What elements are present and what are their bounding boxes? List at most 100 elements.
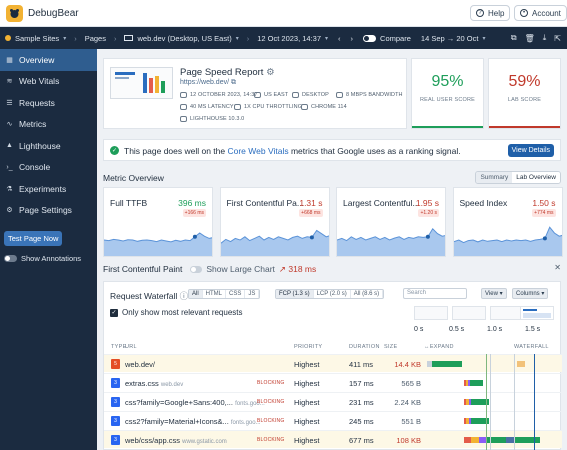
- page-screenshot-thumbnail[interactable]: [110, 67, 173, 99]
- col-size[interactable]: SIZE: [384, 344, 398, 350]
- delete-icon[interactable]: 🗑: [524, 33, 535, 43]
- waterfall-bar-segment[interactable]: [469, 380, 484, 386]
- filter-html[interactable]: HTML: [202, 290, 227, 298]
- sidebar-item-requests[interactable]: ☰ Requests: [0, 92, 97, 114]
- waterfall-bar-segment[interactable]: [463, 437, 472, 443]
- help-icon[interactable]: ⓘ: [179, 291, 189, 301]
- col-expand[interactable]: ↔ EXPAND: [424, 344, 454, 350]
- current-test-point[interactable]: [425, 234, 430, 239]
- search-input[interactable]: Search: [403, 288, 467, 299]
- view-dropdown[interactable]: View ▾: [481, 288, 507, 299]
- sidebar-item-console[interactable]: ›_ Console: [0, 157, 97, 179]
- col-duration[interactable]: DURATION: [349, 344, 380, 350]
- test-page-now-button[interactable]: Test Page Now: [4, 231, 63, 246]
- filter-all[interactable]: All: [189, 290, 203, 298]
- filmstrip-frame[interactable]: [414, 306, 448, 320]
- show-large-chart-label[interactable]: Show Large Chart: [206, 264, 275, 274]
- compare-switch[interactable]: [363, 34, 377, 42]
- request-url[interactable]: web/css/app.css: [125, 436, 181, 445]
- waterfall-bar-segment[interactable]: [431, 361, 463, 367]
- waterfall-bar-segment[interactable]: [468, 418, 472, 424]
- col-type[interactable]: TYPE: [111, 344, 127, 350]
- filmstrip-frame[interactable]: [452, 306, 486, 320]
- metric-card-2[interactable]: Largest Contentful... 1.95 s +1.20 s: [336, 187, 446, 257]
- metric-trend-chart[interactable]: [337, 216, 446, 256]
- request-url[interactable]: web.dev/: [125, 360, 156, 369]
- filter-lcp[interactable]: LCP (2.0 s): [313, 290, 351, 298]
- account-button[interactable]: • Account: [514, 5, 567, 21]
- filter-fcp[interactable]: FCP (1.3 s): [276, 290, 314, 298]
- waterfall-bar-segment[interactable]: [471, 437, 479, 443]
- help-button[interactable]: ? Help: [470, 5, 511, 21]
- download-icon[interactable]: ⤓: [542, 33, 547, 42]
- col-priority[interactable]: PRIORITY: [294, 344, 323, 350]
- next-test-button[interactable]: ›: [350, 33, 354, 43]
- sidebar-item-lighthouse[interactable]: ▲ Lighthouse: [0, 135, 97, 157]
- table-row[interactable]: 3 web/css/app.css www.gstatic.com BLOCKING…: [104, 430, 562, 448]
- sidebar-item-web-vitals[interactable]: ≋ Web Vitals: [0, 71, 97, 93]
- debugbear-logo[interactable]: [6, 4, 23, 22]
- settings-gear-icon[interactable]: ⚙: [266, 67, 275, 78]
- request-url[interactable]: css?family=Google+Sans:400,...: [125, 398, 233, 407]
- lab-score-card[interactable]: 59% LAB SCORE: [488, 58, 561, 129]
- waterfall-bar-segment[interactable]: [467, 380, 470, 386]
- metric-card-3[interactable]: Speed Index 1.50 s +774 ms: [452, 187, 563, 257]
- sidebar-item-overview[interactable]: ▦ Overview: [0, 49, 97, 71]
- prev-test-button[interactable]: ‹: [338, 33, 341, 43]
- show-annotations-toggle[interactable]: Show Annotations: [4, 254, 97, 263]
- view-details-button[interactable]: View Details: [507, 144, 554, 157]
- filter-css[interactable]: CSS: [226, 290, 246, 298]
- waterfall-bar-segment[interactable]: [517, 361, 525, 367]
- current-test-point[interactable]: [542, 236, 547, 241]
- checkbox-checked-icon[interactable]: ✓: [110, 308, 118, 317]
- table-row[interactable]: 3 css?family=Google+Sans:400,... fonts.go…: [104, 392, 562, 410]
- waterfall-bar-segment[interactable]: [468, 399, 472, 405]
- filmstrip-frame[interactable]: [490, 306, 524, 320]
- col-waterfall[interactable]: WATERFALL: [514, 344, 549, 350]
- columns-dropdown[interactable]: Columns ▾: [512, 288, 549, 299]
- test-date-selector[interactable]: 12 Oct 2023, 14:37 ▾: [257, 33, 329, 43]
- external-link-icon[interactable]: ⧉: [510, 33, 517, 42]
- current-test-point[interactable]: [192, 234, 197, 239]
- request-url[interactable]: extras.css: [125, 379, 159, 388]
- waterfall-bar-segment[interactable]: [471, 418, 489, 424]
- relevant-requests-checkbox[interactable]: ✓ Only show most relevant requests: [110, 308, 243, 317]
- waterfall-bar-segment[interactable]: [463, 418, 467, 424]
- table-row[interactable]: 3 css2?family=Material+Icons&... fonts.go…: [104, 411, 562, 429]
- metric-trend-chart[interactable]: [104, 216, 213, 256]
- waterfall-bar-segment[interactable]: [471, 399, 489, 405]
- annotations-switch[interactable]: [4, 255, 17, 262]
- tab-lab-overview[interactable]: Lab Overview: [512, 172, 560, 183]
- waterfall-bar-segment[interactable]: [466, 418, 469, 424]
- core-web-vitals-link[interactable]: Core Web Vitals: [227, 146, 289, 156]
- share-icon[interactable]: ⇱: [554, 33, 561, 43]
- real-user-score-card[interactable]: 95% REAL USER SCORE: [411, 58, 484, 129]
- sidebar-item-metrics[interactable]: ∿ Metrics: [0, 114, 97, 136]
- waterfall-bar-segment[interactable]: [465, 380, 468, 386]
- large-chart-switch[interactable]: [190, 265, 203, 273]
- pages-link[interactable]: Pages: [84, 33, 106, 43]
- metric-card-1[interactable]: First Contentful Pa... 1.31 s +668 ms: [219, 187, 330, 257]
- table-row[interactable]: 3 extras.css web.dev BLOCKING Highest 157 ms…: [104, 373, 562, 391]
- waterfall-bar-segment[interactable]: [505, 437, 514, 443]
- table-row[interactable]: 5 web.dev/ Highest 411 ms 14.4 KB: [104, 354, 562, 372]
- waterfall-bar-segment[interactable]: [466, 399, 469, 405]
- waterfall-bar-segment[interactable]: [463, 399, 467, 405]
- report-url[interactable]: https://web.dev/ ⧉: [180, 79, 236, 86]
- filter-all-time[interactable]: All (8.6 s): [350, 290, 384, 298]
- col-url[interactable]: URL: [125, 344, 137, 350]
- request-url[interactable]: css2?family=Material+Icons&...: [125, 417, 229, 426]
- close-icon[interactable]: ✕: [554, 263, 561, 272]
- waterfall-bar-segment[interactable]: [463, 380, 466, 386]
- sidebar-item-experiments[interactable]: ⚗ Experiments: [0, 178, 97, 200]
- waterfall-bar-segment[interactable]: [478, 437, 487, 443]
- compare-toggle[interactable]: Compare: [358, 27, 416, 49]
- page-selector[interactable]: web.dev (Desktop, US East) ▾: [119, 27, 243, 49]
- tab-summary[interactable]: Summary: [476, 172, 513, 183]
- metric-trend-chart[interactable]: [453, 216, 563, 256]
- filmstrip-frame[interactable]: [520, 306, 554, 320]
- metric-trend-chart[interactable]: [220, 216, 330, 256]
- sidebar-item-page-settings[interactable]: ⚙ Page Settings: [0, 200, 97, 222]
- waterfall-bar-segment[interactable]: [426, 361, 432, 367]
- site-selector[interactable]: Sample Sites ▾: [0, 27, 71, 49]
